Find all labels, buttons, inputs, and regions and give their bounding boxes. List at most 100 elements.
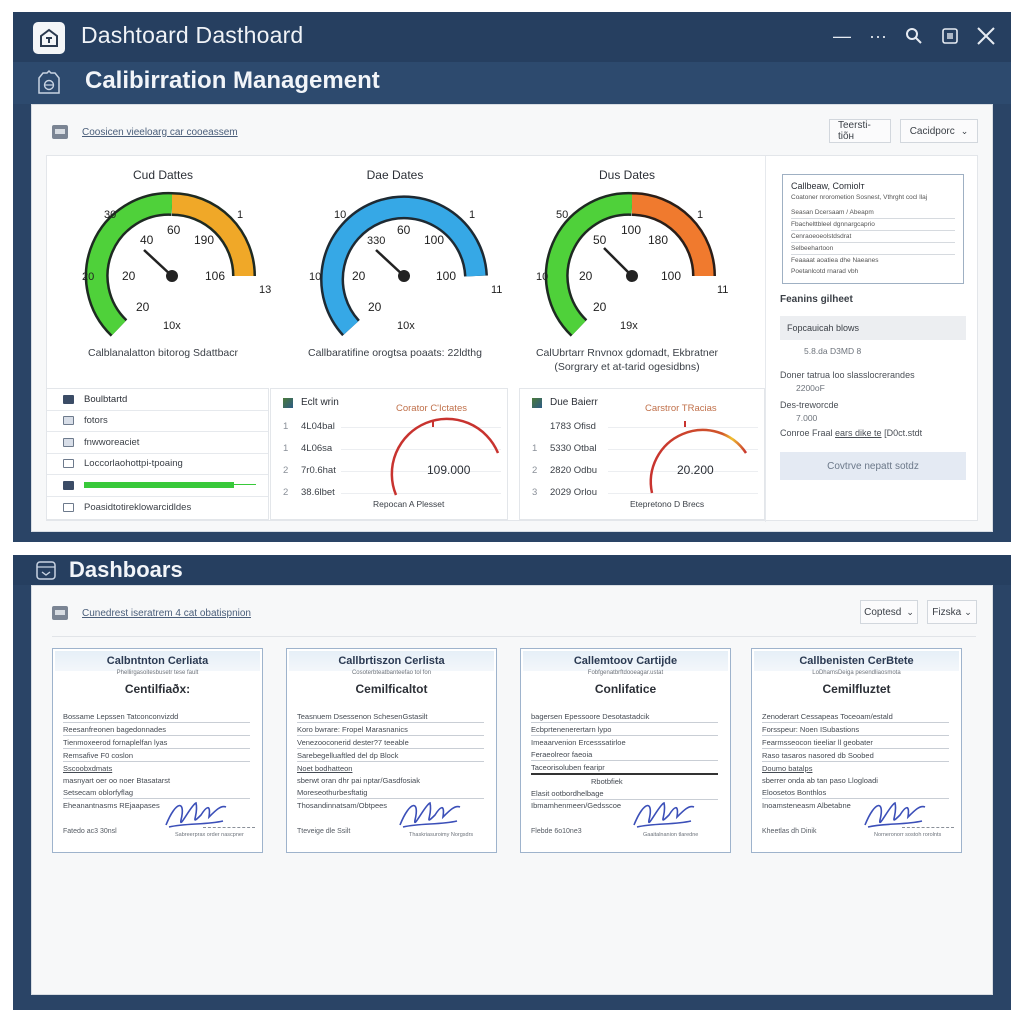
image-icon xyxy=(283,397,293,408)
chevron-down-icon: ⌄ xyxy=(906,606,914,617)
svg-text:60: 60 xyxy=(167,223,181,237)
status-table-2: Due Baierr 1783 Ofisd 1 5330 Otbal 2 2820 … xyxy=(519,388,765,520)
svg-text:10: 10 xyxy=(309,271,321,283)
cal-box-line: Cenraoeoeolstdsdrat xyxy=(791,231,955,243)
folder-icon xyxy=(52,606,68,620)
cal-box-line: Seasan Dcersaam / Abeapm xyxy=(791,207,955,219)
calibration-icon xyxy=(35,68,63,96)
svg-text:11: 11 xyxy=(717,284,728,296)
dashboard-icon xyxy=(35,559,63,587)
table-row: 2 7r0.6hat xyxy=(283,465,336,476)
signature-icon xyxy=(399,801,461,828)
svg-text:190: 190 xyxy=(194,233,214,247)
signature-caption: Sabreerprax order nascpner xyxy=(175,832,244,838)
breadcrumb-link[interactable]: Coosicen vieeloarg car cooeassem xyxy=(82,126,238,138)
svg-text:60: 60 xyxy=(397,223,411,237)
certificate-card-4[interactable]: Callbenisten CerBtete LoDhamsDeiga pesen… xyxy=(751,648,962,853)
app-title: Dashtoard Dasthoard xyxy=(81,22,304,48)
gauge-card-1: Cud Dattes 30 20 1 13 40 60 190 20 xyxy=(47,156,279,384)
signature-icon xyxy=(633,801,695,828)
card-icon xyxy=(63,459,74,469)
search-icon[interactable] xyxy=(903,24,925,48)
details-link-row: Conroe Fraal ears dike te [D0ct.stdt xyxy=(780,428,923,438)
filter-dropdown[interactable]: Fizska ⌄ xyxy=(927,600,977,624)
title-bar: Dashtoard Dasthoard — ··· xyxy=(13,12,1011,62)
cal-box-subtitle: Coatoner nrorometion Sosnest, Vthrght co… xyxy=(791,194,928,201)
certificate-title: Callemtoov Cartijde xyxy=(573,655,678,667)
gauge-title: Cud Dattes xyxy=(132,168,194,182)
arc-title: Corator C'Ictates xyxy=(396,403,467,414)
dropdown-label: Cacidporc xyxy=(909,125,955,137)
gauge-title: Dus Dates xyxy=(598,168,656,182)
section-title: Dashboars xyxy=(69,557,183,582)
list-item[interactable]: Loccorlaohottpi-tpoaing xyxy=(47,454,268,475)
signature-label: Thosandinnatsam/Obtpees xyxy=(297,801,388,810)
svg-text:20: 20 xyxy=(579,269,593,283)
close-icon[interactable] xyxy=(975,24,997,48)
restore-icon[interactable] xyxy=(939,24,961,48)
table-row: 1 5330 Otbal xyxy=(532,443,597,454)
arc-caption: Repocan A Plesset xyxy=(373,499,445,509)
arc-caption: Etepretono D Brecs xyxy=(630,499,705,509)
svg-text:20: 20 xyxy=(368,300,382,314)
list-item[interactable]: Boulbtartd xyxy=(47,389,268,411)
section-title: Calibirration Management xyxy=(85,67,380,94)
certificate-title: Callbrtiszon Cerlista xyxy=(338,655,445,667)
create-report-button[interactable]: Covtrve nepatt sotdz xyxy=(780,452,966,480)
list-item[interactable]: fnwworeaciet xyxy=(47,432,268,454)
gauge-caption: Calblanalatton bitorog Sdattbacr xyxy=(87,347,238,359)
table-row: 3 2029 Orlou xyxy=(532,487,598,498)
cal-box-line: Fbachelttbleel dgnnargcaprio xyxy=(791,219,955,231)
certificate-heading: Conlifatice xyxy=(594,682,657,696)
sort-dropdown[interactable]: Coptesd ⌄ xyxy=(860,600,918,624)
certificate-date: Flebde 6o10ne3 xyxy=(531,828,582,835)
svg-text:106: 106 xyxy=(205,269,225,283)
list-item[interactable]: Poasidtotireklowarcidldes xyxy=(47,497,268,519)
more-icon[interactable]: ··· xyxy=(869,25,887,46)
certificate-subtitle: Cosoterbteatbanteefao tol fon xyxy=(351,670,432,676)
svg-text:11: 11 xyxy=(491,284,502,296)
details-link[interactable]: ears dike te xyxy=(835,428,882,438)
svg-text:50: 50 xyxy=(593,233,607,247)
svg-text:20: 20 xyxy=(593,300,607,314)
svg-text:50: 50 xyxy=(556,209,568,221)
table-row: 2 38.6lbet xyxy=(283,487,335,498)
cal-box-title: Callbeaw, Comiolт xyxy=(791,181,865,191)
signature-icon xyxy=(864,801,926,828)
svg-text:1: 1 xyxy=(469,209,475,221)
certificate-card-2[interactable]: Callbrtiszon Cerlista Cosoterbteatbantee… xyxy=(286,648,497,853)
chevron-down-icon: ⌄ xyxy=(960,125,969,136)
calendar-icon xyxy=(63,437,74,447)
divider xyxy=(52,636,976,637)
svg-text:13: 13 xyxy=(259,284,271,296)
gauge-card-3: Dus Dates 50 10 1 11 50 100 180 20 xyxy=(511,156,743,384)
progress-bar xyxy=(84,482,256,489)
signature-caption: Thaskriasuroimy Norgsdrs xyxy=(409,832,474,838)
list-item[interactable]: fotors xyxy=(47,411,268,432)
toolbar-button-1[interactable]: Teersti-tiõн xyxy=(829,119,891,143)
field1-label: Doner tatrua loo slasslocrerandes xyxy=(780,370,915,380)
certificate-subtitle: Fobfgenatbrftdooeagar.ustat xyxy=(587,670,664,676)
certificate-card-3[interactable]: Callemtoov Cartijde Fobfgenatbrftdooeaga… xyxy=(520,648,731,853)
breadcrumb-link[interactable]: Cunedrest iseratrem 4 cat obatispnion xyxy=(82,607,251,619)
svg-text:30: 30 xyxy=(104,209,116,221)
certificate-card-1[interactable]: Calbntnton Cerliata Phellirgasoitesbuset… xyxy=(52,648,263,853)
certificate-date: Tteveige dle Ssilt xyxy=(297,828,351,835)
svg-text:19x: 19x xyxy=(620,320,638,332)
svg-text:180: 180 xyxy=(648,233,668,247)
certificate-heading: Cemilfluztet xyxy=(822,682,891,696)
svg-text:100: 100 xyxy=(621,223,641,237)
minimize-icon[interactable]: — xyxy=(833,25,851,46)
svg-text:330: 330 xyxy=(367,235,385,247)
gauge-chart-3: 50 10 1 11 50 100 180 20 100 20 19x xyxy=(536,191,728,337)
calibration-panel: Coosicen vieeloarg car cooeassem Teersti… xyxy=(31,104,993,532)
calibration-window: Dashtoard Dasthoard — ··· Calibirration … xyxy=(13,12,1011,542)
app-home-icon[interactable] xyxy=(33,22,65,54)
toolbar-dropdown-button[interactable]: Cacidporc ⌄ xyxy=(900,119,978,143)
svg-text:10x: 10x xyxy=(397,320,415,332)
signature-icon xyxy=(165,801,227,828)
details-sidebar: Callbeaw, Comiolт Coatoner nrorometion S… xyxy=(765,156,979,522)
svg-text:20: 20 xyxy=(136,300,150,314)
arc-title: Carstror TRacias xyxy=(645,403,717,414)
table-row: 1783 Ofisd xyxy=(550,421,596,432)
